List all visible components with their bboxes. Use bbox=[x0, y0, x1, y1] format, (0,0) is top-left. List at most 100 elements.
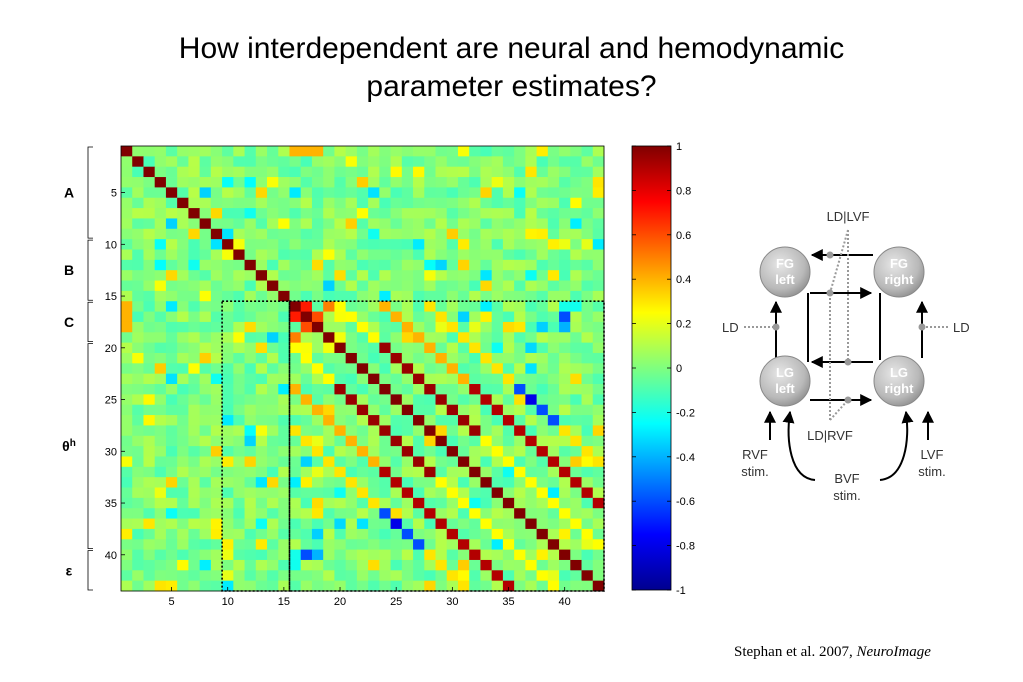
heatmap-cell bbox=[154, 456, 167, 468]
heatmap-cell bbox=[244, 373, 257, 385]
heatmap-cell bbox=[233, 332, 245, 344]
heatmap-cell bbox=[244, 508, 257, 519]
heatmap-cell bbox=[559, 321, 571, 333]
heatmap-cell bbox=[390, 466, 403, 478]
heatmap-cell bbox=[491, 311, 504, 323]
heatmap-cell bbox=[244, 487, 257, 499]
heatmap-cell bbox=[154, 321, 167, 333]
heatmap-cell bbox=[278, 280, 290, 292]
heatmap-cell bbox=[401, 156, 414, 168]
heatmap-cell bbox=[525, 197, 537, 209]
heatmap-cell bbox=[210, 580, 223, 592]
heatmap-cell bbox=[592, 166, 605, 178]
heatmap-cell bbox=[413, 270, 425, 281]
heatmap-cell bbox=[424, 477, 436, 488]
heatmap-cell bbox=[514, 466, 526, 478]
heatmap-cell bbox=[435, 301, 448, 312]
heatmap-cell bbox=[435, 342, 448, 354]
heatmap-cell bbox=[435, 415, 448, 426]
heatmap-cell bbox=[413, 239, 425, 250]
heatmap-cell bbox=[154, 290, 167, 302]
heatmap-cell bbox=[210, 456, 223, 468]
heatmap-cell bbox=[570, 280, 582, 292]
heatmap-cell bbox=[356, 239, 369, 250]
heatmap-cell bbox=[356, 259, 369, 271]
heatmap-cell bbox=[334, 415, 347, 426]
heatmap-cell bbox=[401, 177, 414, 188]
heatmap-cell bbox=[368, 146, 380, 157]
heatmap-cell bbox=[255, 249, 268, 261]
heatmap-cell bbox=[188, 228, 201, 240]
heatmap-cell bbox=[222, 166, 234, 178]
heatmap-cell bbox=[311, 570, 324, 582]
heatmap-cell bbox=[132, 301, 144, 312]
heatmap-cell bbox=[525, 415, 537, 426]
heatmap-cell bbox=[177, 239, 189, 250]
heatmap-cell bbox=[435, 404, 448, 416]
heatmap-cell bbox=[390, 228, 403, 240]
heatmap-cell bbox=[345, 466, 358, 478]
heatmap-cell bbox=[199, 208, 212, 219]
heatmap-cell bbox=[165, 259, 178, 271]
heatmap-cell bbox=[424, 197, 436, 209]
heatmap-cell bbox=[570, 415, 582, 426]
heatmap-cell bbox=[143, 559, 156, 571]
heatmap-cell bbox=[289, 177, 302, 188]
heatmap-cell bbox=[334, 249, 347, 261]
heatmap-cell bbox=[278, 528, 290, 540]
title-line-2: parameter estimates? bbox=[366, 70, 657, 103]
heatmap-cell bbox=[311, 425, 324, 437]
heatmap-cell bbox=[424, 352, 436, 364]
heatmap-cell bbox=[165, 570, 178, 582]
heatmap-cell bbox=[244, 404, 257, 416]
heatmap-cell bbox=[547, 156, 560, 168]
heatmap-cell bbox=[401, 435, 414, 447]
heatmap-cell bbox=[199, 559, 212, 571]
heatmap-cell bbox=[132, 228, 144, 240]
heatmap-cell bbox=[469, 228, 481, 240]
heatmap-cell bbox=[188, 363, 201, 375]
heatmap-cell bbox=[469, 559, 481, 571]
heatmap-cell bbox=[368, 446, 380, 457]
heatmap-cell bbox=[390, 373, 403, 385]
x-tick-label: 5 bbox=[168, 596, 174, 608]
node-lg-right-line2: right bbox=[885, 381, 915, 396]
heatmap-cell bbox=[581, 177, 594, 188]
heatmap-cell bbox=[244, 301, 257, 312]
heatmap-cell bbox=[446, 301, 459, 312]
heatmap-cell bbox=[311, 156, 324, 168]
heatmap-cell bbox=[469, 259, 481, 271]
heatmap-cell bbox=[289, 549, 302, 561]
heatmap-cell bbox=[267, 446, 279, 457]
heatmap-cell bbox=[559, 301, 571, 312]
heatmap-cell bbox=[255, 187, 268, 199]
heatmap-cell bbox=[121, 342, 133, 354]
heatmap-cell bbox=[446, 559, 459, 571]
heatmap-cell bbox=[592, 228, 605, 240]
heatmap-cell bbox=[547, 497, 560, 509]
heatmap-cell bbox=[132, 518, 144, 530]
heatmap-cell bbox=[480, 259, 493, 271]
heatmap-cell bbox=[390, 239, 403, 250]
heatmap-cell bbox=[289, 508, 302, 519]
heatmap-cell bbox=[356, 373, 369, 385]
heatmap-cell bbox=[177, 497, 189, 509]
label-bvf-line1: BVF bbox=[834, 471, 859, 486]
heatmap-cell bbox=[267, 197, 279, 209]
heatmap-cell bbox=[547, 218, 560, 230]
heatmap-cell bbox=[570, 187, 582, 199]
heatmap-cell bbox=[413, 528, 425, 540]
heatmap-cell bbox=[446, 508, 459, 519]
heatmap-cell bbox=[255, 352, 268, 364]
heatmap-cell bbox=[446, 290, 459, 302]
heatmap-cell bbox=[345, 497, 358, 509]
heatmap-cell bbox=[502, 321, 515, 333]
heatmap-cell bbox=[334, 156, 347, 168]
heatmap-cell bbox=[311, 290, 324, 302]
heatmap-cell bbox=[278, 404, 290, 416]
heatmap-cell bbox=[401, 528, 414, 540]
heatmap-cell bbox=[278, 497, 290, 509]
heatmap-cell bbox=[356, 539, 369, 551]
heatmap-cell bbox=[547, 580, 560, 592]
heatmap-cell bbox=[289, 497, 302, 509]
